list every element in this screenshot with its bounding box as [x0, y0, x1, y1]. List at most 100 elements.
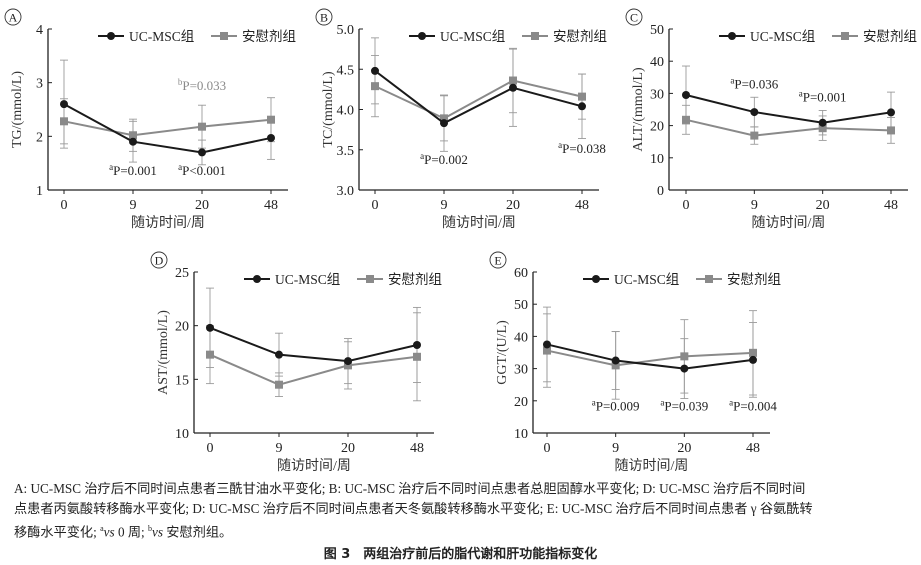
- panel-letter-circle: [4, 8, 22, 26]
- p-value-annotation: aP=0.009: [592, 397, 640, 413]
- p-value-text: P=0.002: [424, 152, 468, 167]
- y-tick-label: 3.0: [337, 184, 355, 199]
- superscript: a: [730, 76, 734, 86]
- x-tick-label: 48: [264, 198, 278, 213]
- data-point-circle: [509, 83, 517, 92]
- data-point-circle: [198, 148, 206, 157]
- x-tick-label: 0: [372, 198, 379, 213]
- y-tick-label: 20: [514, 395, 528, 410]
- legend-marker-circle: [592, 275, 600, 283]
- y-tick-label: 4.0: [337, 104, 355, 119]
- series-line-2: [546, 349, 754, 367]
- x-axis-label: 随访时间/周: [277, 458, 351, 474]
- p-value-annotation: aP=0.002: [420, 151, 468, 167]
- x-tick-label: 48: [410, 441, 424, 456]
- legend-label-1: UC-MSC组: [440, 29, 505, 44]
- y-tick-label: 2: [36, 130, 43, 145]
- legend-marker-circle: [253, 275, 261, 283]
- x-axis-label: 随访时间/周: [131, 215, 205, 231]
- x-tick-label: 20: [341, 441, 355, 456]
- data-point-square: [887, 126, 895, 135]
- chart-panel-b: 3.0 3.5 4.0 4.5 5.0 0 9 20 48 随访时间/周 TC/(mmol/L) Ba…: [315, 8, 607, 231]
- panel-letter-circle: [625, 8, 643, 26]
- legend-label-1: UC-MSC组: [129, 29, 194, 44]
- superscript-b: b: [148, 524, 152, 533]
- panel-letter: A: [9, 11, 18, 25]
- p-value-annotation: aP=0.036: [730, 76, 778, 92]
- data-point-square: [198, 122, 206, 131]
- data-point-circle: [611, 356, 620, 365]
- superscript: a: [592, 397, 596, 407]
- legend-label-2: 安慰剂组: [553, 28, 607, 44]
- x-tick-label: 0: [207, 441, 214, 456]
- series-line-1: [685, 94, 892, 124]
- y-tick-label: 10: [175, 427, 189, 442]
- y-tick-label: 40: [650, 55, 664, 70]
- data-point-circle: [413, 340, 421, 349]
- legend-label-2: 安慰剂组: [242, 28, 296, 44]
- panel-letter-circle: [150, 251, 168, 269]
- caption-line-2: 点患者丙氨酸转移酶水平变化; D: UC-MSC 治疗后不同时间点患者天冬氨酸转…: [14, 501, 813, 516]
- superscript-a: a: [100, 524, 104, 533]
- data-point-circle: [682, 91, 690, 100]
- x-tick-label: 48: [746, 441, 760, 456]
- legend-marker-circle: [728, 32, 736, 40]
- superscript: a: [729, 397, 733, 407]
- series-line-2: [685, 118, 892, 137]
- x-tick-label: 48: [884, 198, 898, 213]
- y-tick-label: 50: [514, 298, 528, 313]
- data-point-circle: [578, 102, 586, 111]
- data-point-circle: [60, 100, 68, 109]
- legend-marker-square: [841, 32, 849, 40]
- x-tick-label: 48: [575, 198, 589, 213]
- panel-letter: D: [155, 254, 164, 268]
- series-line-2: [374, 79, 583, 120]
- data-point-circle: [543, 340, 551, 349]
- data-point-square: [60, 117, 68, 126]
- legend-label-1: UC-MSC组: [275, 272, 340, 287]
- data-point-square: [275, 380, 283, 389]
- series-line-1: [63, 103, 272, 154]
- p-value-text: P<0.001: [182, 163, 226, 178]
- legend-label-2: 安慰剂组: [863, 28, 917, 44]
- y-tick-label: 0: [657, 184, 664, 199]
- legend-marker-circle: [107, 32, 115, 40]
- p-value-annotation: aP=0.004: [729, 397, 777, 413]
- legend-label-1: UC-MSC组: [750, 29, 815, 44]
- y-axis-label: TC/(mmol/L): [321, 71, 336, 148]
- data-point-square: [440, 114, 448, 123]
- data-point-circle: [344, 357, 352, 366]
- data-point-circle: [749, 355, 757, 364]
- data-point-circle: [371, 66, 379, 75]
- y-tick-label: 50: [650, 23, 664, 38]
- x-tick-label: 9: [751, 198, 758, 213]
- p-value-annotation: aP=0.038: [558, 140, 606, 156]
- data-point-circle: [267, 133, 275, 142]
- caption-text: 安慰剂组。: [163, 524, 233, 540]
- superscript: a: [799, 88, 803, 98]
- data-point-square: [682, 115, 690, 124]
- superscript: a: [660, 397, 664, 407]
- data-point-square: [611, 361, 620, 370]
- p-value-text: P=0.009: [596, 398, 640, 413]
- y-axis-label: AST/(mmol/L): [156, 310, 171, 395]
- caption-line-3: 移酶水平变化; avs 0 周; bvs 安慰剂组。: [14, 519, 914, 542]
- series-line-1: [209, 326, 418, 363]
- data-point-square: [578, 92, 586, 101]
- legend-label-1: UC-MSC组: [614, 272, 679, 287]
- legend: UC-MSC组 安慰剂组: [98, 28, 296, 44]
- superscript: a: [109, 162, 113, 172]
- data-point-square: [680, 352, 689, 361]
- data-point-circle: [887, 108, 895, 117]
- data-point-square: [749, 348, 757, 357]
- x-tick-label: 9: [130, 198, 137, 213]
- legend: UC-MSC组 安慰剂组: [583, 271, 781, 287]
- data-point-square: [206, 350, 214, 359]
- y-axis-label: TG/(mmol/L): [10, 71, 25, 148]
- p-value-text: P=0.033: [182, 78, 226, 93]
- y-tick-label: 10: [514, 427, 528, 442]
- y-tick-label: 30: [650, 87, 664, 102]
- x-tick-label: 9: [612, 441, 619, 456]
